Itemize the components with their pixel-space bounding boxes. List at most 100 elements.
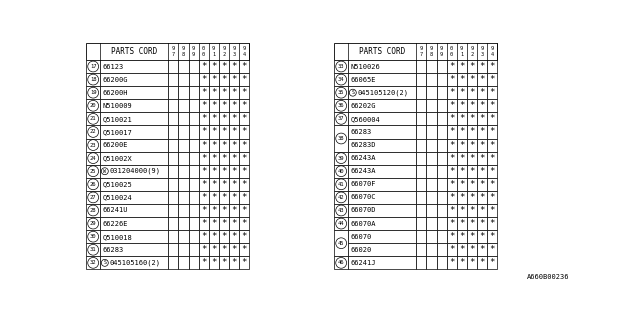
Text: 42: 42 — [338, 195, 344, 200]
Text: *: * — [489, 193, 495, 202]
Text: 22: 22 — [90, 130, 97, 134]
Bar — [198, 112, 209, 125]
Text: 17: 17 — [90, 64, 97, 69]
Bar — [168, 60, 179, 73]
Text: *: * — [221, 206, 227, 215]
Text: 21: 21 — [90, 116, 97, 121]
Bar — [179, 112, 189, 125]
Bar — [447, 60, 457, 73]
Bar — [487, 256, 497, 269]
Bar — [168, 139, 179, 152]
Bar — [467, 60, 477, 73]
Text: Q510025: Q510025 — [102, 181, 132, 187]
Bar — [86, 230, 100, 243]
Bar — [168, 178, 179, 191]
Text: 66283: 66283 — [351, 129, 372, 135]
Text: *: * — [221, 62, 227, 71]
Text: *: * — [479, 167, 484, 176]
Text: *: * — [221, 245, 227, 254]
Text: 26: 26 — [90, 182, 97, 187]
Text: 66241U: 66241U — [102, 207, 128, 213]
Text: *: * — [221, 167, 227, 176]
Bar — [209, 152, 219, 165]
Text: *: * — [231, 114, 237, 124]
Text: *: * — [231, 75, 237, 84]
Bar — [209, 86, 219, 99]
Bar — [477, 191, 487, 204]
Bar — [219, 204, 229, 217]
Bar — [436, 60, 447, 73]
Bar — [436, 178, 447, 191]
Bar — [477, 243, 487, 256]
Text: 9
3: 9 3 — [232, 46, 236, 57]
Bar — [457, 191, 467, 204]
Text: *: * — [449, 167, 454, 176]
Bar — [467, 191, 477, 204]
Bar — [487, 230, 497, 243]
Bar — [426, 256, 436, 269]
Bar — [447, 152, 457, 165]
Bar — [229, 230, 239, 243]
Bar — [209, 139, 219, 152]
Bar — [239, 99, 249, 112]
Text: 37: 37 — [338, 116, 344, 121]
Text: *: * — [469, 206, 474, 215]
Bar — [179, 99, 189, 112]
Bar — [239, 165, 249, 178]
Bar — [229, 191, 239, 204]
Text: *: * — [449, 245, 454, 254]
Bar — [417, 125, 426, 139]
Bar — [100, 230, 168, 243]
Text: *: * — [459, 62, 465, 71]
Bar — [426, 73, 436, 86]
Text: 66200G: 66200G — [102, 76, 128, 83]
Text: *: * — [201, 62, 206, 71]
Bar — [179, 152, 189, 165]
Bar — [179, 191, 189, 204]
Bar — [219, 256, 229, 269]
Bar — [348, 191, 417, 204]
Text: *: * — [489, 62, 495, 71]
Bar — [417, 178, 426, 191]
Text: *: * — [221, 127, 227, 136]
Bar — [457, 217, 467, 230]
Bar — [426, 125, 436, 139]
Bar — [189, 152, 198, 165]
Text: *: * — [211, 75, 216, 84]
Bar — [417, 230, 426, 243]
Text: *: * — [231, 127, 237, 136]
Bar — [457, 125, 467, 139]
Text: 45: 45 — [338, 241, 344, 246]
Bar — [179, 230, 189, 243]
Bar — [487, 73, 497, 86]
Bar — [86, 43, 249, 60]
Bar — [436, 152, 447, 165]
Bar — [487, 204, 497, 217]
Bar — [426, 230, 436, 243]
Bar — [348, 204, 417, 217]
Bar — [436, 112, 447, 125]
Text: *: * — [449, 75, 454, 84]
Text: 23: 23 — [90, 142, 97, 148]
Bar — [457, 165, 467, 178]
Text: *: * — [489, 114, 495, 124]
Bar — [229, 152, 239, 165]
Bar — [487, 152, 497, 165]
Bar — [447, 230, 457, 243]
Bar — [417, 165, 426, 178]
Text: *: * — [221, 180, 227, 189]
Bar — [417, 256, 426, 269]
Text: *: * — [221, 140, 227, 149]
Bar — [209, 230, 219, 243]
Bar — [198, 230, 209, 243]
Bar — [168, 125, 179, 139]
Text: *: * — [241, 245, 246, 254]
Bar — [334, 217, 348, 230]
Text: *: * — [489, 154, 495, 163]
Text: 66070C: 66070C — [351, 195, 376, 200]
Text: *: * — [479, 193, 484, 202]
Bar — [467, 86, 477, 99]
Bar — [229, 73, 239, 86]
Text: *: * — [479, 127, 484, 136]
Bar — [229, 165, 239, 178]
